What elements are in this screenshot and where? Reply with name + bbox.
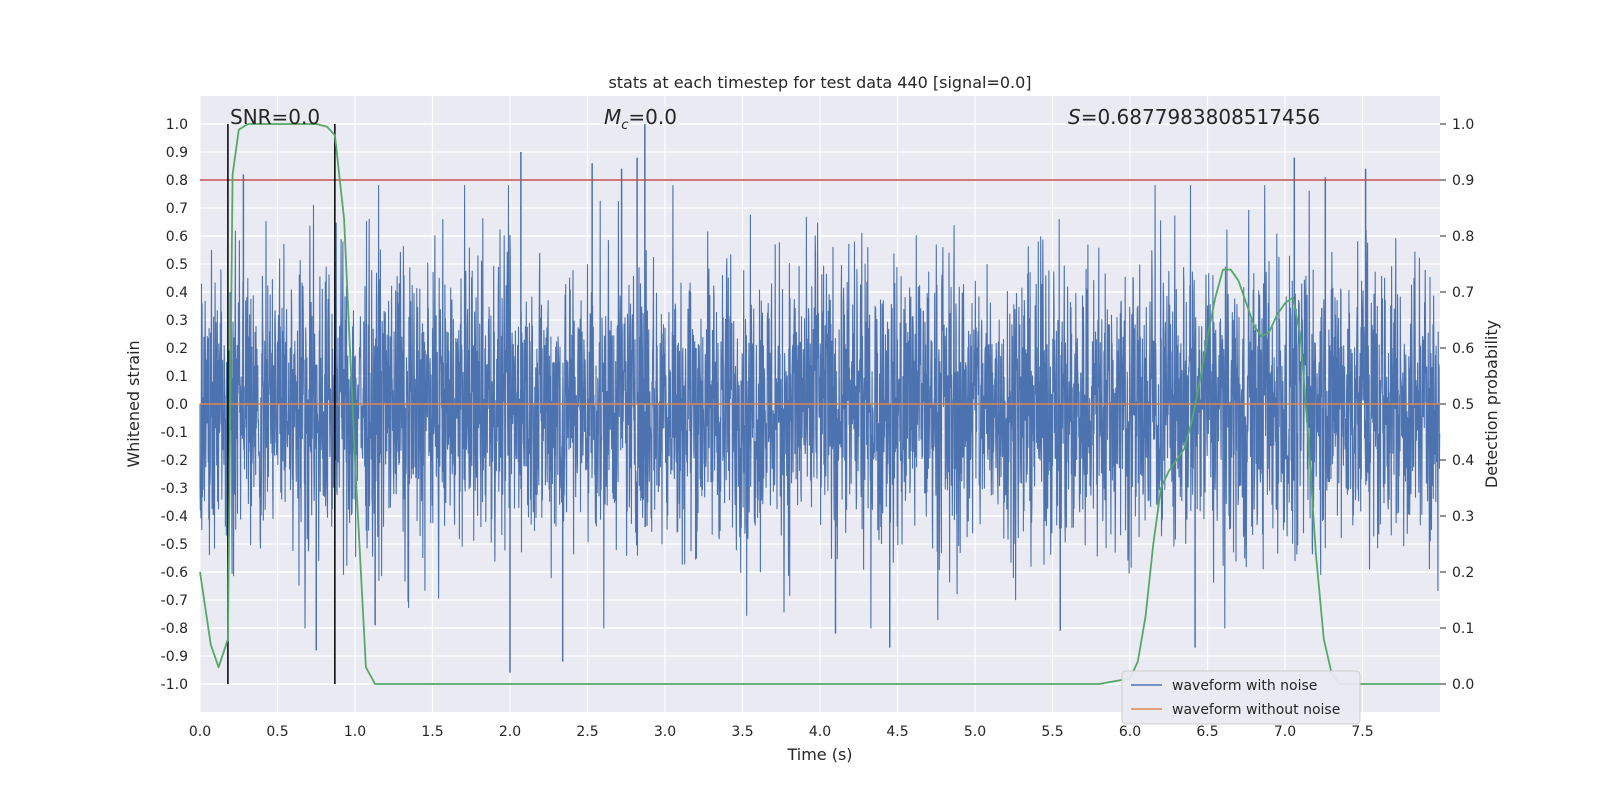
y-left-tick-label: 0.5 bbox=[166, 257, 188, 273]
y-right-tick-label: 0.2 bbox=[1452, 565, 1474, 581]
x-tick-label: 5.0 bbox=[964, 724, 986, 740]
y-right-tick-label: 1.0 bbox=[1452, 117, 1474, 133]
annotation-snr: SNR=0.0 bbox=[230, 105, 320, 129]
y-left-tick-label: 0.2 bbox=[166, 341, 188, 357]
legend-box bbox=[1121, 670, 1361, 725]
legend-label-waveform-without-noise: waveform without noise bbox=[1172, 702, 1340, 718]
y-left-tick-label: -0.6 bbox=[161, 565, 188, 581]
axes: 0.0 0.5 1.0 1.5 2.0 2.5 3.0 3.5 4.0 4.5 5.0 5.5 6.0 6… bbox=[161, 117, 1475, 740]
x-tick-label: 3.5 bbox=[731, 724, 753, 740]
annotations: stats at each timestep for test data 440… bbox=[124, 73, 1501, 764]
legend-label-waveform-with-noise: waveform with noise bbox=[1172, 678, 1317, 694]
x-tick-label: 2.0 bbox=[499, 724, 521, 740]
y-right-tick-label: 0.5 bbox=[1452, 397, 1474, 413]
y-right-tick-label: 0.9 bbox=[1452, 173, 1474, 189]
y-right-tick-label: 0.7 bbox=[1452, 285, 1474, 301]
legend: waveform with noise waveform without noi… bbox=[1121, 670, 1361, 725]
y-left-tick-label: 0.4 bbox=[166, 285, 188, 301]
series-waveform-with-noise bbox=[199, 124, 1441, 673]
x-tick-label: 4.0 bbox=[809, 724, 831, 740]
y-left-tick-label: -0.7 bbox=[161, 593, 188, 609]
y-left-tick-label: -0.1 bbox=[161, 425, 188, 441]
annotation-score: S=0.6877983808517456 bbox=[1068, 105, 1320, 129]
noise-trace bbox=[199, 185, 1441, 629]
y-left-tick-label: 1.0 bbox=[166, 117, 188, 133]
y-left-tick-label: 0.8 bbox=[166, 173, 188, 189]
y-right-tick-label: 0.1 bbox=[1452, 621, 1474, 637]
x-tick-label: 1.0 bbox=[344, 724, 366, 740]
y-left-tick-label: -0.9 bbox=[161, 649, 188, 665]
x-tick-label: 7.5 bbox=[1351, 724, 1373, 740]
y-left-tick-label: -0.8 bbox=[161, 621, 188, 637]
x-tick-label: 4.5 bbox=[886, 724, 908, 740]
y-left-tick-label: -0.4 bbox=[161, 509, 188, 525]
x-axis-label: Time (s) bbox=[786, 745, 852, 764]
y-right-tick-label: 0.4 bbox=[1452, 453, 1474, 469]
y-axis-label-left: Whitened strain bbox=[124, 340, 143, 467]
x-tick-label: 3.0 bbox=[654, 724, 676, 740]
y-axis-label-right: Detection probability bbox=[1482, 320, 1501, 488]
y-right-tick-label: 0.6 bbox=[1452, 341, 1474, 357]
overlay bbox=[199, 123, 1440, 685]
annotation-score-symbol: S bbox=[1068, 105, 1081, 129]
annotation-chirp-mass-value: =0.0 bbox=[628, 105, 677, 129]
y-left-tick-label: -0.2 bbox=[161, 453, 188, 469]
x-tick-label: 2.5 bbox=[576, 724, 598, 740]
y-left-tick-label: 0.9 bbox=[166, 145, 188, 161]
annotation-score-value: =0.6877983808517456 bbox=[1081, 105, 1320, 129]
annotation-chirp-mass: Mc=0.0 bbox=[604, 105, 677, 133]
annotation-chirp-mass-symbol: M bbox=[604, 105, 621, 129]
y-left-tick-label: -0.5 bbox=[161, 537, 188, 553]
y-right-tick-label: 0.0 bbox=[1452, 677, 1474, 693]
y-left-tick-label: 0.7 bbox=[166, 201, 188, 217]
x-tick-label: 0.5 bbox=[266, 724, 288, 740]
x-tick-label: 0.0 bbox=[189, 724, 211, 740]
y-left-tick-label: 0.3 bbox=[166, 313, 188, 329]
x-tick-label: 6.5 bbox=[1196, 724, 1218, 740]
x-tick-label: 6.0 bbox=[1119, 724, 1141, 740]
series-detection-probability bbox=[199, 123, 1440, 685]
y-left-tick-label: 0.0 bbox=[166, 397, 188, 413]
y-right-tick-label: 0.3 bbox=[1452, 509, 1474, 525]
y-left-tick-label: -0.3 bbox=[161, 481, 188, 497]
annotation-chirp-mass-subscript: c bbox=[621, 118, 628, 133]
chart-title: stats at each timestep for test data 440… bbox=[608, 73, 1031, 92]
x-tick-label: 1.5 bbox=[421, 724, 443, 740]
y-left-tick-label: 0.6 bbox=[166, 229, 188, 245]
y-right-tick-label: 0.8 bbox=[1452, 229, 1474, 245]
x-tick-label: 5.5 bbox=[1041, 724, 1063, 740]
y-left-tick-label: -1.0 bbox=[161, 677, 188, 693]
x-tick-label: 7.0 bbox=[1274, 724, 1296, 740]
y-left-tick-label: 0.1 bbox=[166, 369, 188, 385]
